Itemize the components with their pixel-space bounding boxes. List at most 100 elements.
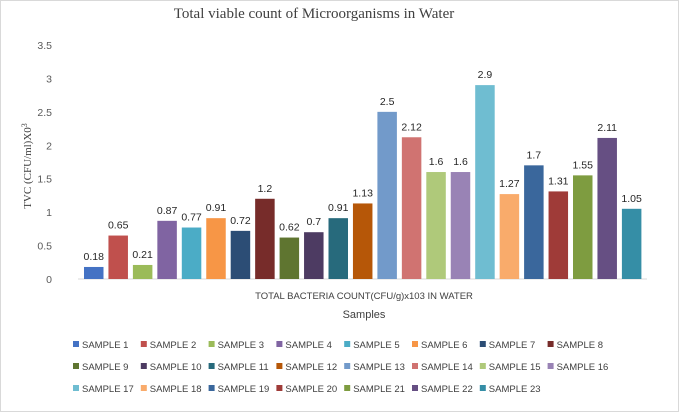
legend-label-sample-6: SAMPLE 6	[421, 340, 467, 351]
data-label-sample-3: 0.21	[132, 249, 153, 261]
y-tick-label: 3	[46, 73, 52, 85]
bar-sample-10	[304, 232, 324, 279]
y-tick-label: 3.5	[37, 40, 52, 52]
chart-title: Total viable count of Microorganisms in …	[174, 6, 454, 22]
data-label-sample-11: 0.91	[328, 202, 349, 214]
y-axis: 0 0.5 1 1.5 2 2.5 3 3.5	[37, 40, 52, 286]
y-tick-label: 1	[46, 207, 52, 219]
legend-swatch-sample-22	[412, 385, 418, 391]
legend-label-sample-7: SAMPLE 7	[489, 340, 535, 351]
data-label-sample-16: 1.6	[453, 156, 468, 168]
legend-swatch-sample-11	[208, 363, 215, 369]
legend-swatch-sample-6	[412, 341, 418, 347]
y-tick-label: 2.5	[37, 107, 52, 119]
legend-label-sample-23: SAMPLE 23	[489, 384, 541, 395]
bar-sample-4	[157, 220, 177, 279]
legend-label-sample-15: SAMPLE 15	[489, 362, 541, 373]
data-label-sample-14: 2.12	[401, 121, 422, 133]
legend-label-sample-5: SAMPLE 5	[353, 340, 399, 351]
data-label-sample-17: 2.9	[478, 69, 493, 81]
bar-sample-1	[84, 266, 104, 279]
data-label-sample-21: 1.55	[573, 159, 594, 171]
bar-sample-18	[499, 194, 520, 279]
data-label-sample-22: 2.11	[597, 122, 617, 134]
legend-label-sample-21: SAMPLE 21	[353, 384, 405, 395]
legend-label-sample-4: SAMPLE 4	[285, 340, 331, 351]
bar-sample-2	[108, 235, 128, 279]
legend-swatch-sample-19	[208, 385, 215, 391]
bar-sample-14	[401, 137, 422, 279]
legend-swatch-sample-3	[208, 341, 215, 347]
data-label-sample-13: 2.5	[380, 96, 395, 108]
legend-swatch-sample-12	[276, 363, 283, 369]
legend-swatch-sample-21	[344, 385, 351, 391]
bars-group	[84, 85, 642, 279]
legend-swatch-sample-9	[73, 363, 79, 369]
bar-sample-5	[181, 227, 202, 279]
legend-swatch-sample-7	[479, 341, 486, 347]
data-label-sample-7: 0.72	[230, 215, 251, 227]
legend-swatch-sample-23	[479, 385, 486, 391]
legend-label-sample-1: SAMPLE 1	[82, 340, 128, 351]
bar-sample-17	[475, 85, 495, 279]
data-label-sample-15: 1.6	[429, 156, 444, 168]
legend-label-sample-22: SAMPLE 22	[421, 384, 473, 395]
legend-swatch-sample-8	[547, 341, 554, 347]
data-label-sample-5: 0.77	[181, 212, 202, 224]
legend-swatch-sample-10	[140, 363, 147, 369]
bar-sample-16	[450, 172, 471, 279]
x-axis-label: Samples	[343, 309, 386, 321]
data-label-sample-19: 1.7	[527, 149, 542, 161]
legend-label-sample-13: SAMPLE 13	[353, 362, 405, 373]
category-label: TOTAL BACTERIA COUNT(CFU/g)x103 IN WATER	[255, 291, 473, 302]
legend-label-sample-2: SAMPLE 2	[150, 340, 196, 351]
legend-label-sample-16: SAMPLE 16	[557, 362, 609, 373]
y-axis-label-text: TVC (CFU/ml)X0	[22, 127, 34, 209]
legend-label-sample-8: SAMPLE 8	[557, 340, 603, 351]
bar-sample-8	[255, 198, 275, 279]
data-label-sample-20: 1.31	[548, 175, 569, 187]
y-axis-label: TVC (CFU/ml)X03	[20, 123, 34, 209]
bar-sample-22	[597, 137, 617, 279]
data-label-sample-6: 0.91	[206, 202, 227, 214]
legend-swatch-sample-14	[412, 363, 418, 369]
data-label-sample-23: 1.05	[621, 193, 642, 205]
data-label-sample-2: 0.65	[108, 220, 129, 232]
bar-sample-6	[206, 218, 226, 279]
legend-swatch-sample-13	[344, 363, 351, 369]
legend-label-sample-20: SAMPLE 20	[285, 384, 337, 395]
legend-swatch-sample-2	[140, 341, 147, 347]
legend-label-sample-18: SAMPLE 18	[150, 384, 202, 395]
data-label-sample-10: 0.7	[306, 216, 321, 228]
bar-sample-3	[132, 264, 153, 279]
bar-sample-9	[279, 237, 300, 279]
legend-label-sample-9: SAMPLE 9	[82, 362, 128, 373]
bar-sample-20	[548, 191, 569, 279]
bar-sample-23	[621, 208, 642, 279]
legend-swatch-sample-18	[140, 385, 147, 391]
y-tick-label: 0	[46, 274, 52, 286]
bar-sample-21	[573, 175, 593, 279]
data-label-sample-12: 1.13	[352, 187, 373, 199]
y-tick-label: 1.5	[37, 174, 52, 186]
legend-swatch-sample-4	[276, 341, 283, 347]
legend-swatch-sample-17	[73, 385, 79, 391]
legend-label-sample-11: SAMPLE 11	[218, 362, 269, 373]
bar-sample-13	[377, 111, 397, 279]
legend-label-sample-17: SAMPLE 17	[82, 384, 134, 395]
legend-swatch-sample-20	[276, 385, 283, 391]
data-labels-group: 0.180.650.210.870.770.910.721.20.62 0.70.…	[84, 69, 642, 263]
legend-label-sample-3: SAMPLE 3	[218, 340, 264, 351]
legend-label-sample-12: SAMPLE 12	[285, 362, 337, 373]
data-label-sample-1: 0.18	[84, 251, 105, 263]
legend: SAMPLE 1 SAMPLE 2 SAMPLE 3 SAMPLE 4 SAMPLE 5…	[73, 340, 608, 395]
legend-swatch-sample-15	[479, 363, 486, 369]
bar-sample-12	[352, 203, 373, 279]
y-tick-label: 2	[46, 140, 52, 152]
data-label-sample-9: 0.62	[279, 222, 300, 234]
data-label-sample-4: 0.87	[157, 205, 178, 217]
bar-sample-15	[426, 172, 446, 279]
legend-swatch-sample-5	[344, 341, 351, 347]
legend-swatch-sample-1	[73, 341, 79, 347]
